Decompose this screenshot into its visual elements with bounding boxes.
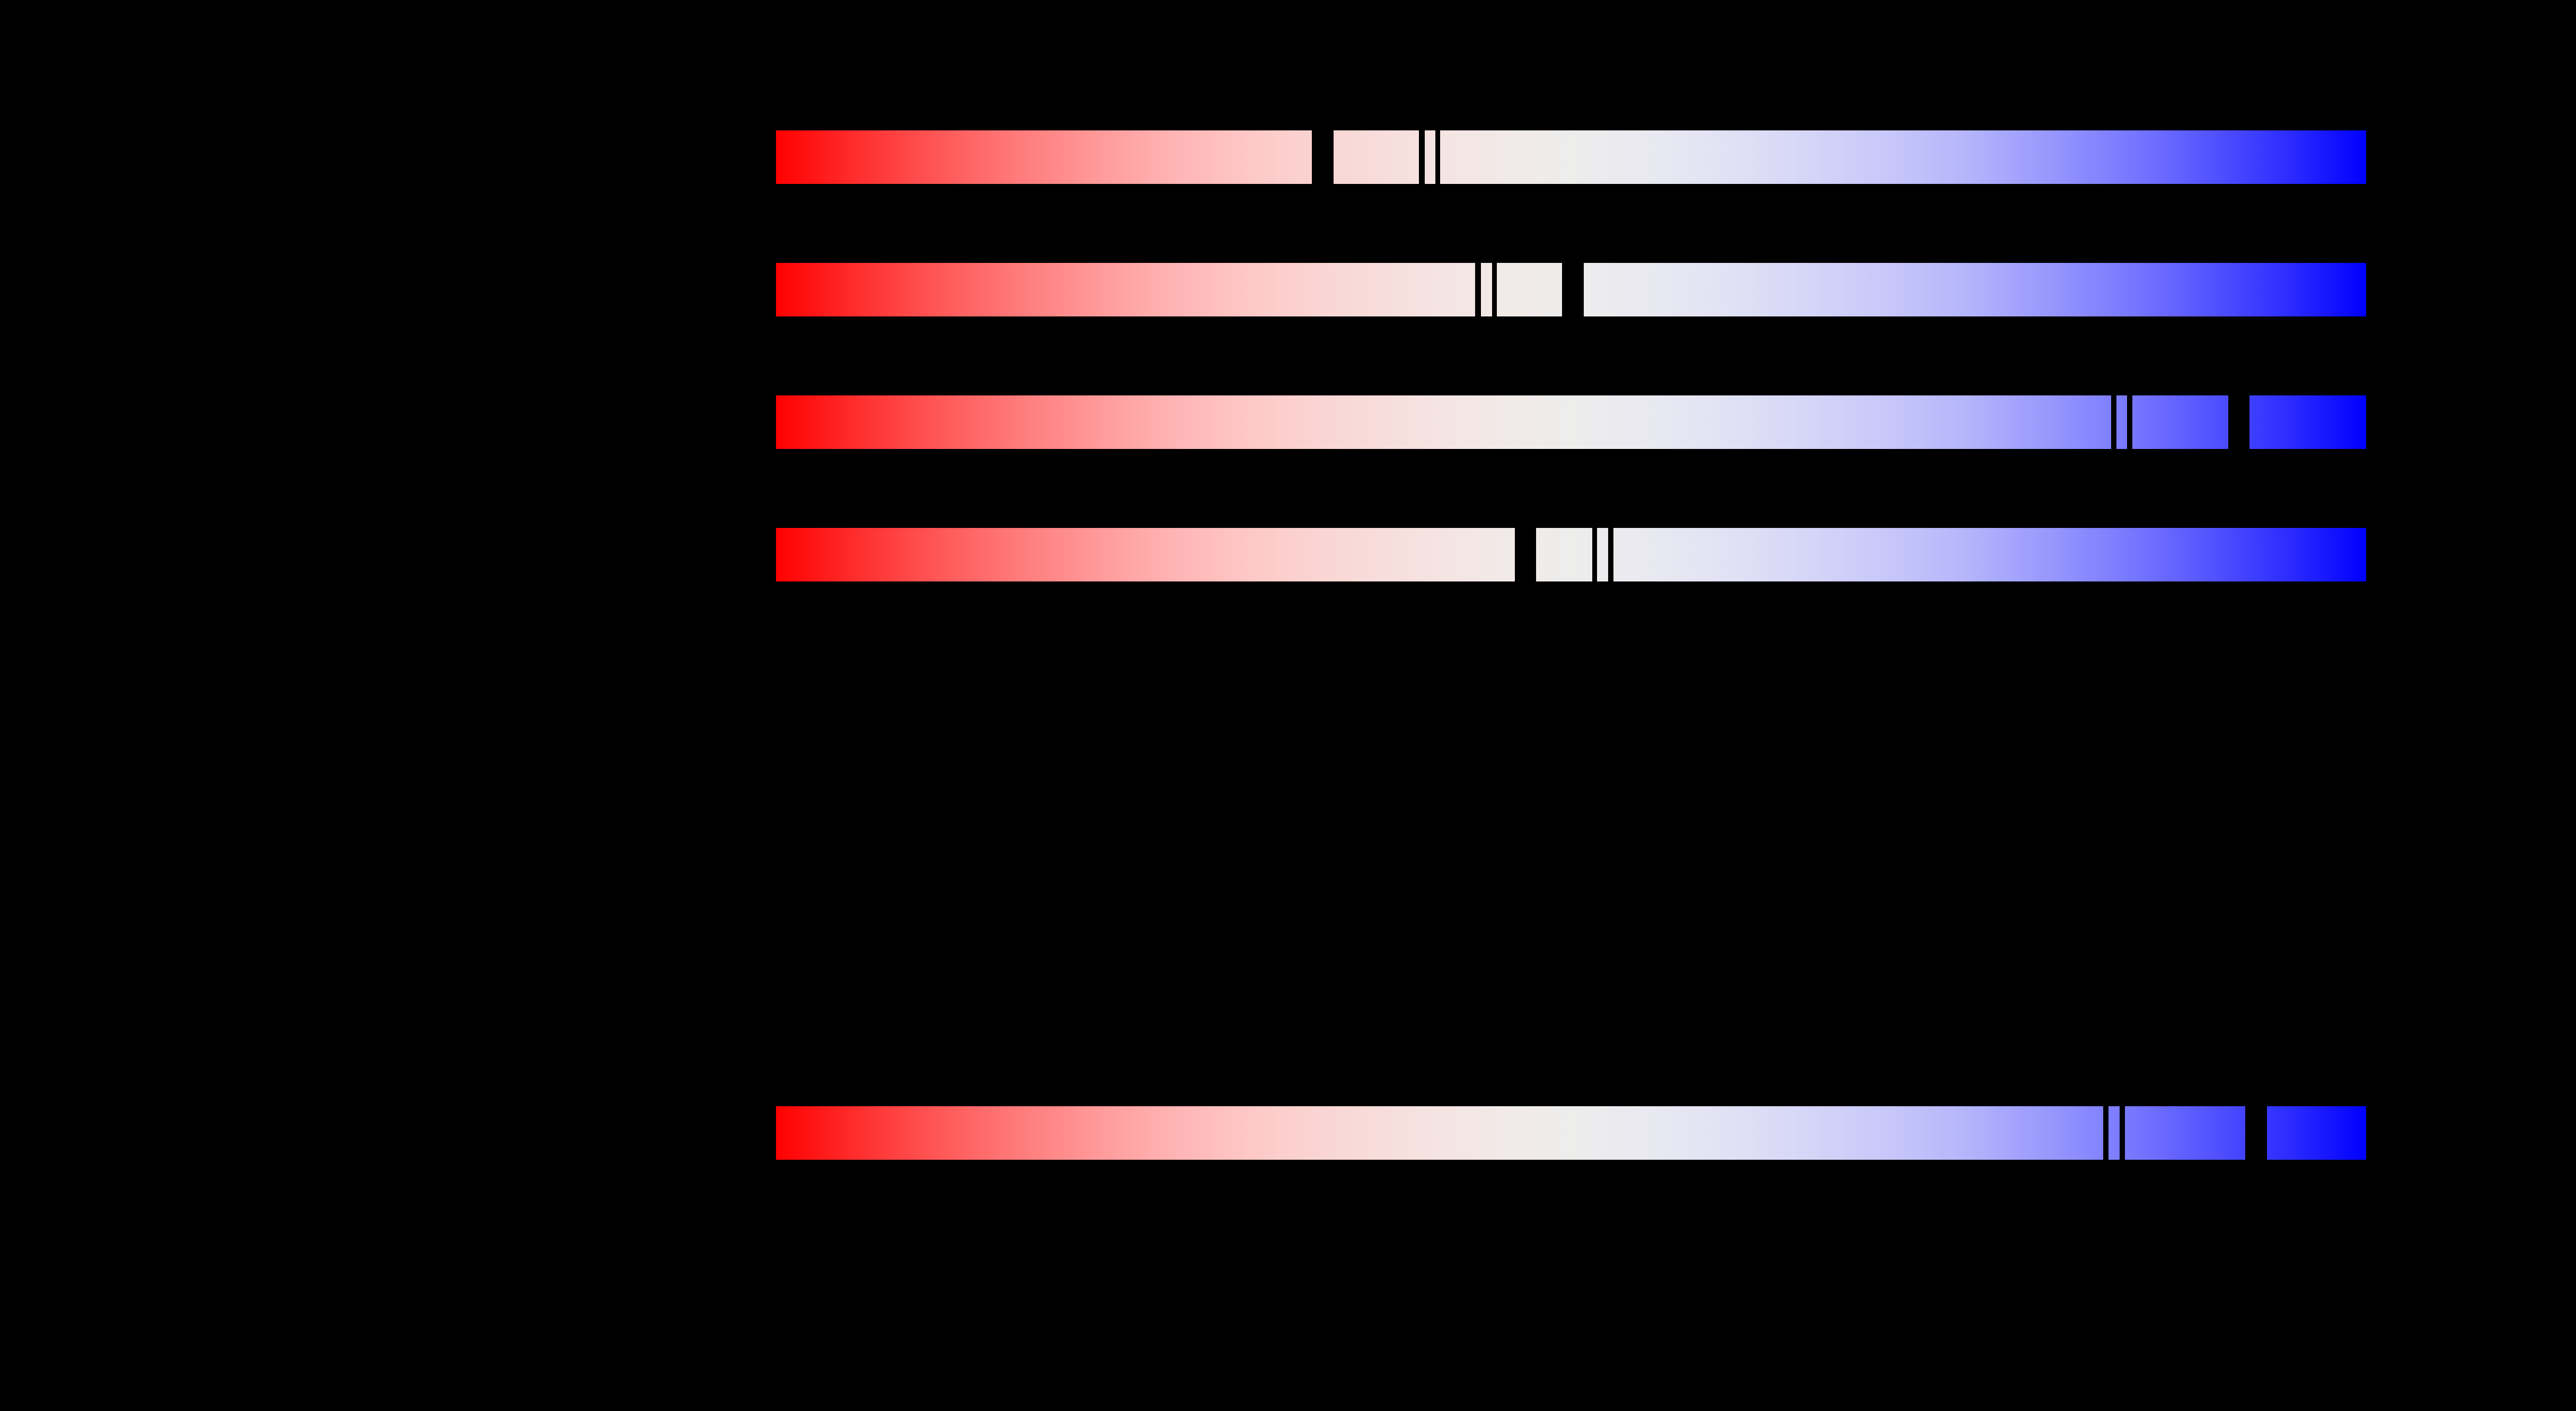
- thick-band-marker: [1562, 263, 1584, 316]
- thin-line-marker: [2111, 395, 2116, 449]
- gradient-bar-row-2: [776, 263, 2366, 316]
- gradient-bar-row-5: [776, 1106, 2366, 1160]
- thin-line-marker: [1592, 528, 1597, 581]
- thin-line-marker: [2127, 395, 2132, 449]
- thick-band-marker: [2228, 395, 2249, 449]
- thin-line-marker: [1475, 263, 1481, 316]
- thin-line-marker: [2120, 1106, 2125, 1160]
- gradient-bar-row-3: [776, 395, 2366, 449]
- thick-band-marker: [2245, 1106, 2267, 1160]
- thick-band-marker: [1515, 528, 1536, 581]
- thin-line-marker: [1492, 263, 1497, 316]
- thin-line-marker: [1435, 130, 1440, 184]
- gradient-bar-row-4: [776, 528, 2366, 581]
- thick-band-marker: [1312, 130, 1334, 184]
- gradient-bar-row-1: [776, 130, 2366, 184]
- thin-line-marker: [1608, 528, 1613, 581]
- thin-line-marker: [1419, 130, 1425, 184]
- thin-line-marker: [2103, 1106, 2109, 1160]
